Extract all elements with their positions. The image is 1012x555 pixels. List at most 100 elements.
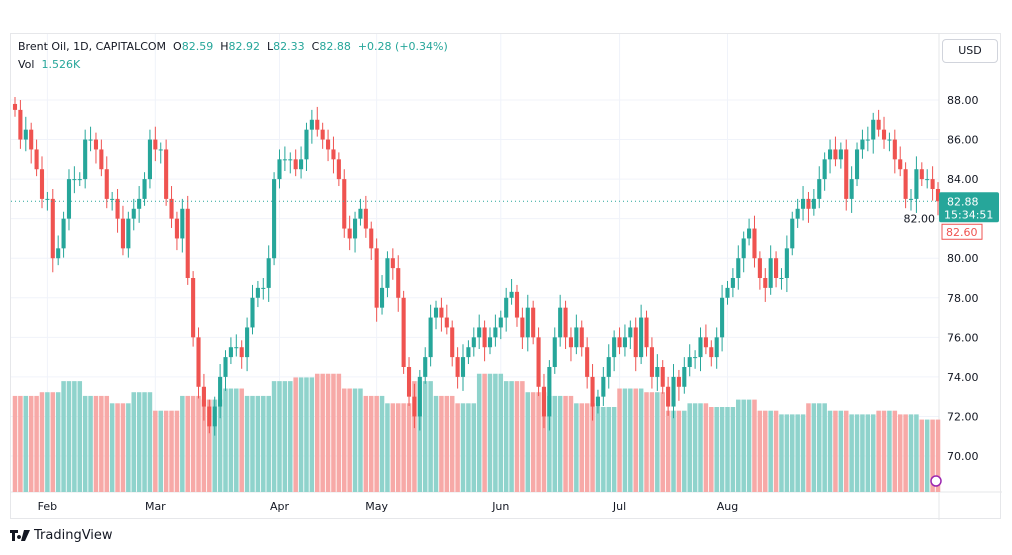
volume-bar (341, 388, 347, 492)
volume-bar (870, 414, 876, 492)
candle-body (218, 376, 223, 407)
volume-bar (530, 392, 536, 492)
x-tick-label: Aug (717, 500, 738, 513)
candle-body (142, 179, 147, 199)
candle-body (590, 376, 595, 407)
candle-body (547, 367, 552, 417)
candle-body (29, 129, 34, 150)
volume-bar (795, 414, 800, 492)
volume-bar (498, 373, 504, 492)
candle-body (768, 258, 773, 288)
volume-bar (924, 419, 930, 492)
candle-body (844, 149, 849, 199)
volume-bar (768, 410, 773, 492)
candle-body (811, 198, 816, 209)
candle-body (180, 208, 185, 239)
candle-body (272, 179, 277, 259)
candle-body (741, 238, 746, 259)
volume-bar (655, 392, 660, 492)
candle-body (439, 307, 444, 318)
volume-bar (584, 403, 590, 492)
volume-bar (147, 392, 153, 492)
volume-bar (93, 395, 99, 492)
volume-bar (153, 410, 158, 492)
candle-body (110, 198, 115, 200)
candle-body (115, 198, 120, 219)
volume-bar (579, 403, 585, 492)
volume-bar (730, 407, 736, 492)
candle-body (201, 386, 206, 407)
volume-bar (207, 399, 212, 492)
candle-body (655, 367, 660, 377)
volume-bar (665, 410, 671, 492)
volume-bar (611, 407, 617, 492)
candle-body (876, 119, 881, 130)
candle-body (374, 248, 379, 308)
candle-body (164, 149, 169, 199)
candle-body (104, 169, 109, 199)
candle-body (169, 198, 174, 219)
candle-body (126, 218, 131, 249)
volume-bar (109, 403, 115, 492)
candle-body (849, 179, 854, 199)
volume-label[interactable]: Vol (18, 58, 35, 71)
candle-body (612, 337, 617, 358)
volume-bar (590, 403, 595, 492)
volume-bar (601, 407, 606, 492)
candle-body (552, 337, 557, 367)
volume-bar (897, 414, 903, 492)
candle-body (174, 218, 179, 239)
volume-bar (255, 395, 261, 492)
candle-body (757, 258, 762, 278)
volume-bar (482, 373, 487, 492)
volume-bar (244, 395, 250, 492)
volume-legend: Vol 1.526K (18, 58, 80, 71)
volume-bar (914, 414, 919, 492)
last-price-label: 82.88 (947, 195, 979, 208)
volume-bar (368, 395, 374, 492)
volume-bar (325, 373, 331, 492)
candle-body (471, 337, 476, 348)
candle-body (887, 139, 892, 141)
candle-body (541, 386, 547, 417)
ohlc-legend: Brent Oil, 1D, CAPITALCOM O82.59 H82.92 … (18, 40, 448, 53)
symbol-label[interactable]: Brent Oil, 1D, CAPITALCOM (18, 40, 167, 53)
brand-label: TradingView (34, 528, 113, 543)
volume-bar (28, 395, 34, 492)
volume-bar (849, 414, 854, 492)
y-tick-label: 74.00 (947, 371, 979, 384)
volume-bar (752, 399, 757, 492)
candle-body (88, 139, 93, 141)
candle-body (158, 149, 163, 151)
volume-bar (509, 381, 514, 492)
volume-bar (395, 403, 401, 492)
y-tick-label: 76.00 (947, 331, 979, 344)
event-marker-icon[interactable] (930, 475, 942, 487)
candle-body (347, 228, 352, 239)
volume-bar (746, 399, 752, 492)
candle-body (666, 386, 671, 407)
candle-body (99, 149, 104, 170)
volume-bar (638, 388, 644, 492)
volume-bar (401, 403, 406, 492)
x-tick-label: Apr (270, 500, 290, 513)
tradingview-logo[interactable]: TradingView (10, 528, 113, 543)
candle-body (239, 347, 244, 358)
volume-bar (444, 395, 450, 492)
candle-body (428, 317, 433, 358)
volume-bar (293, 377, 298, 492)
volume-bar (417, 381, 423, 492)
volume-bar (692, 403, 698, 492)
candle-body (207, 406, 212, 427)
candle-body (34, 149, 39, 170)
candle-body (304, 129, 309, 160)
price-chart[interactable]: Feb Mar Apr May Jun Jul Aug 88.00 86.00 84.00 82.0… (11, 34, 1002, 520)
volume-bar (309, 377, 315, 492)
candle-body (774, 258, 779, 278)
candle-body (66, 179, 72, 219)
close-label: C (311, 40, 320, 53)
volume-bar (843, 410, 849, 492)
candle-body (385, 258, 390, 288)
volume-bar (99, 395, 104, 492)
currency-button[interactable]: USD (942, 39, 998, 63)
